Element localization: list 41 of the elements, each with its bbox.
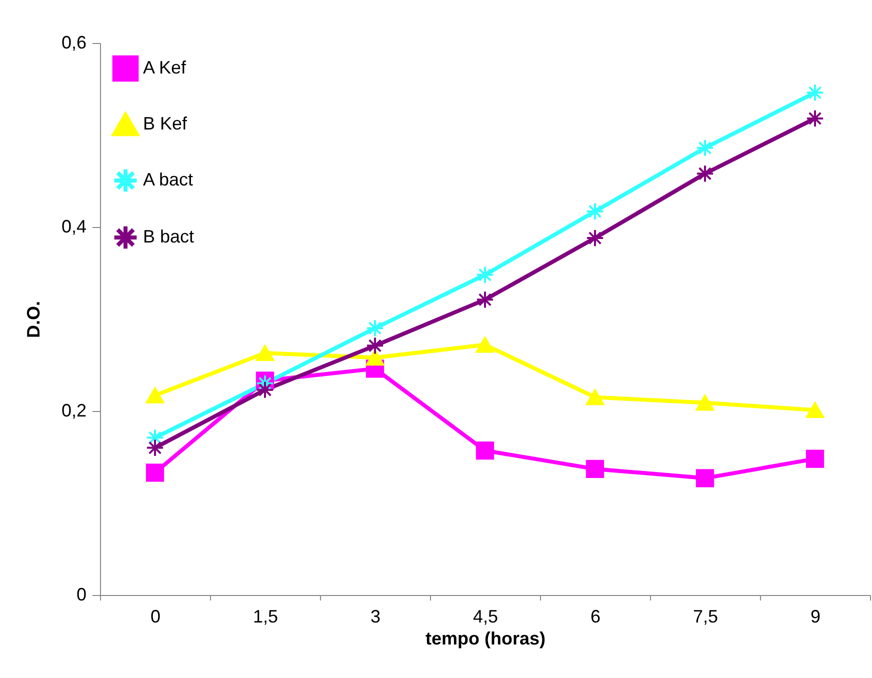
point xyxy=(476,336,494,353)
point xyxy=(586,460,604,478)
point xyxy=(806,84,824,102)
point xyxy=(696,138,714,157)
legend-label: A bact xyxy=(143,170,194,190)
y-tick-label: 0,4 xyxy=(61,216,86,236)
point xyxy=(476,266,494,284)
point xyxy=(366,336,384,355)
legend-label: A Kef xyxy=(143,58,188,78)
point xyxy=(146,387,164,404)
point xyxy=(586,389,604,406)
point xyxy=(806,109,824,128)
point xyxy=(696,394,714,411)
point xyxy=(476,290,494,309)
point xyxy=(366,350,384,366)
y-axis-title: D.O. xyxy=(23,300,44,338)
point xyxy=(366,319,384,338)
x-tick-label: 3 xyxy=(370,606,381,626)
point xyxy=(696,164,714,183)
point xyxy=(696,469,714,488)
point xyxy=(586,228,604,248)
y-tick-label: 0,2 xyxy=(61,400,86,420)
point xyxy=(146,438,164,457)
x-tick-label: 7,5 xyxy=(692,606,718,626)
point xyxy=(256,380,274,399)
legend-label: B bact xyxy=(143,226,194,246)
x-tick-label: 0 xyxy=(150,606,161,626)
y-tick-label: 0 xyxy=(76,584,86,604)
legend-label: B Kef xyxy=(143,114,188,134)
x-tick-label: 6 xyxy=(590,606,601,626)
x-axis-title: tempo (horas) xyxy=(425,628,546,648)
x-tick-label: 9 xyxy=(810,606,821,626)
point xyxy=(806,402,824,418)
point xyxy=(146,464,164,482)
x-tick-label: 1,5 xyxy=(252,606,278,626)
point xyxy=(256,345,274,362)
point xyxy=(806,450,824,468)
point xyxy=(586,202,604,220)
y-tick-label: 0,6 xyxy=(61,32,86,52)
x-tick-label: 4,5 xyxy=(472,606,498,626)
point xyxy=(476,442,494,460)
